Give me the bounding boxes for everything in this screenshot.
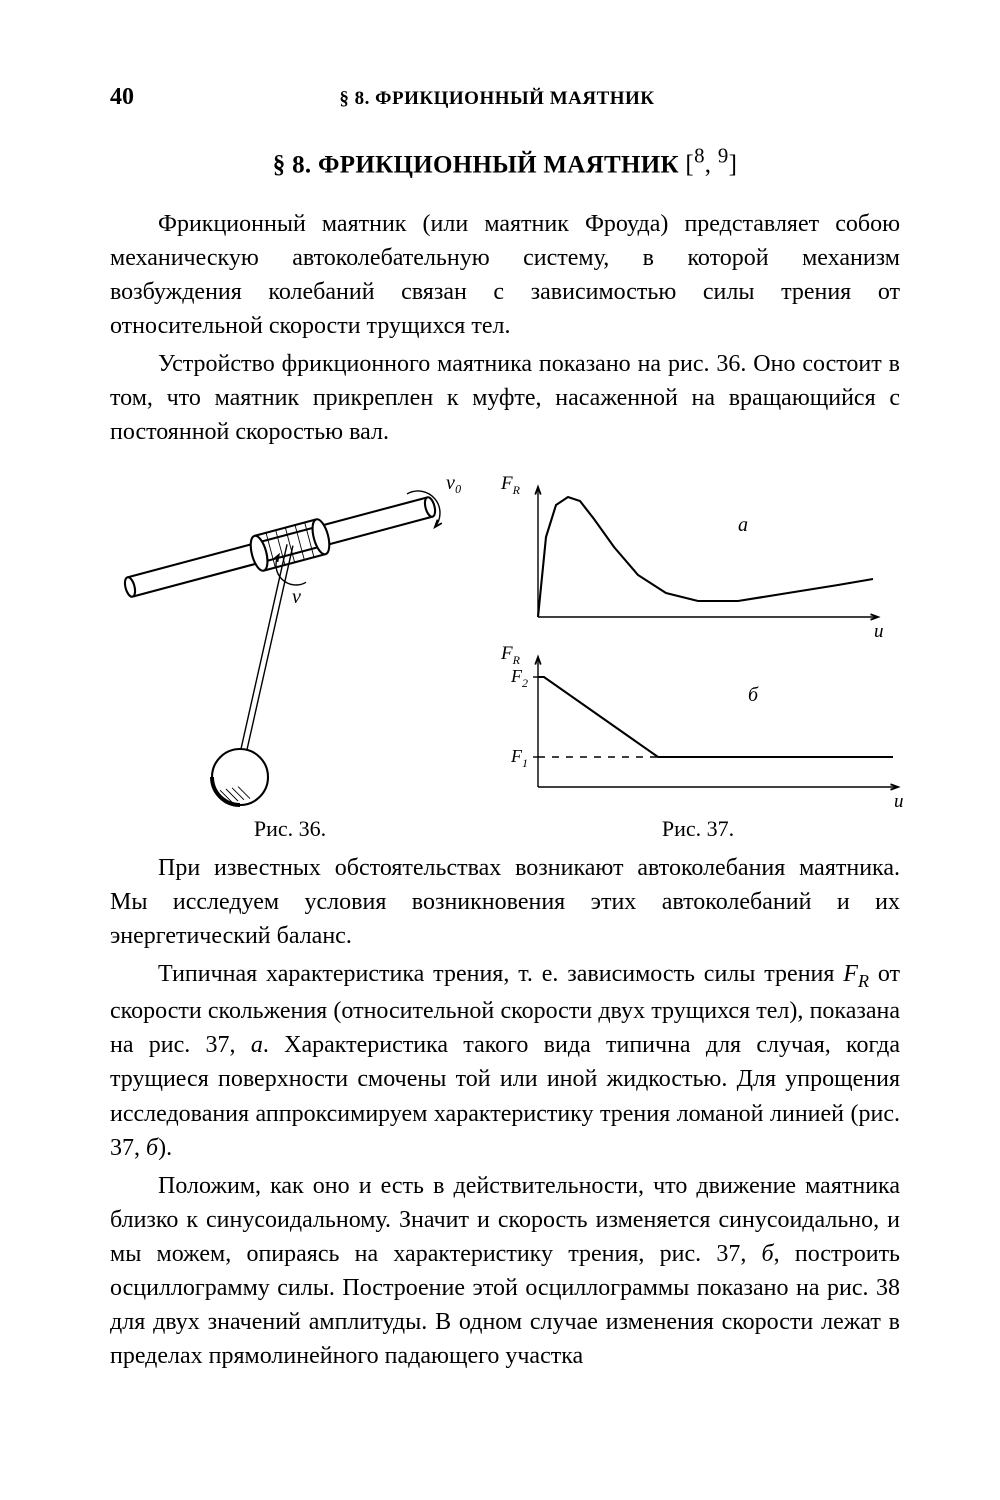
p4-d: ). xyxy=(158,1135,172,1161)
p4-a: Типичная характеристика трения, т. е. за… xyxy=(158,961,843,987)
figure-36-svg: v₀ v xyxy=(110,467,470,807)
p5-b-ital: б xyxy=(762,1241,774,1267)
p4-FR-F: F xyxy=(843,961,858,987)
figure-37-caption: Рис. 37. xyxy=(488,813,908,844)
svg-text:v: v xyxy=(292,586,301,608)
svg-text:u: u xyxy=(874,621,884,642)
p4-b-ital: б xyxy=(146,1135,158,1161)
svg-text:FR: FR xyxy=(500,643,521,667)
section-title: § 8. ФРИКЦИОННЫЙ МАЯТНИК [8, 9] xyxy=(110,142,900,183)
page-header: 40 § 8. ФРИКЦИОННЫЙ МАЯТНИК xyxy=(110,80,900,114)
ref-8: 8 xyxy=(694,144,705,168)
p4-FR-R: R xyxy=(858,971,869,991)
paragraph-2: Устройство фрикционного маятника показан… xyxy=(110,347,900,449)
svg-text:F2: F2 xyxy=(510,666,528,690)
paragraph-5: Положим, как оно и есть в действительнос… xyxy=(110,1169,900,1373)
figure-row: v₀v Рис. 36. FRuаFRuF2F1б Рис. 37. xyxy=(110,467,900,844)
running-head: § 8. ФРИКЦИОННЫЙ МАЯТНИК xyxy=(339,86,654,113)
figure-37: FR u а FR u F2 F1 б Рис. 37. xyxy=(488,467,908,844)
figure-36-caption: Рис. 36. xyxy=(110,813,470,844)
svg-text:v₀: v₀ xyxy=(446,472,462,494)
refs-open: [ xyxy=(679,151,694,178)
figure-37-svg: FR u а FR u F2 F1 б xyxy=(488,467,908,807)
refs-close: ] xyxy=(729,151,738,178)
paragraph-3: При известных обстоятельствах возникают … xyxy=(110,851,900,953)
svg-text:F1: F1 xyxy=(510,746,528,770)
p4-a-ital: а xyxy=(251,1032,263,1058)
svg-text:а: а xyxy=(738,514,748,536)
paragraph-1: Фрикционный маятник (или маятник Фроуда)… xyxy=(110,207,900,343)
svg-text:б: б xyxy=(748,684,759,706)
section-title-text: § 8. ФРИКЦИОННЫЙ МАЯТНИК xyxy=(273,151,679,178)
ref-9: 9 xyxy=(718,144,729,168)
svg-text:u: u xyxy=(894,791,904,807)
page-number: 40 xyxy=(110,80,134,114)
paragraph-4: Типичная характеристика трения, т. е. за… xyxy=(110,957,900,1165)
ref-sep: , xyxy=(705,151,718,178)
page: 40 § 8. ФРИКЦИОННЫЙ МАЯТНИК § 8. ФРИКЦИО… xyxy=(0,0,1000,1500)
svg-text:FR: FR xyxy=(500,473,521,497)
figure-36: v₀ v Рис. 36. xyxy=(110,467,470,844)
